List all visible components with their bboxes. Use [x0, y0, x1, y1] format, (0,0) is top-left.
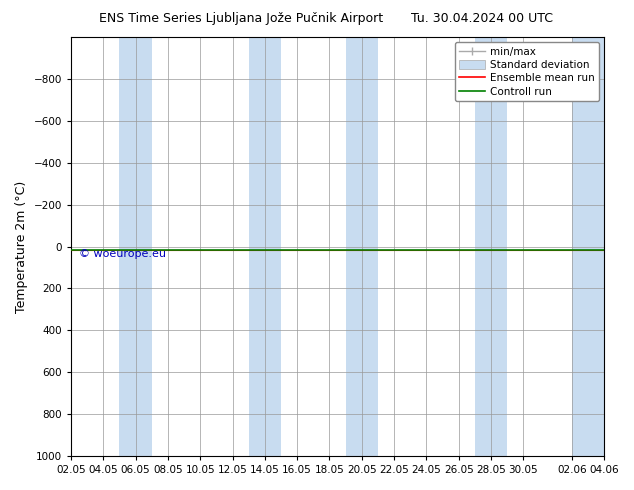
Y-axis label: Temperature 2m (°C): Temperature 2m (°C): [15, 180, 28, 313]
Bar: [346, 37, 378, 456]
Legend: min/max, Standard deviation, Ensemble mean run, Controll run: min/max, Standard deviation, Ensemble me…: [455, 42, 599, 101]
Bar: [119, 37, 152, 456]
Text: ENS Time Series Ljubljana Jože Pučnik Airport: ENS Time Series Ljubljana Jože Pučnik Ai…: [99, 12, 383, 25]
Text: Tu. 30.04.2024 00 UTC: Tu. 30.04.2024 00 UTC: [411, 12, 553, 25]
Bar: [249, 37, 281, 456]
Text: © woeurope.eu: © woeurope.eu: [79, 248, 166, 259]
Bar: [572, 37, 604, 456]
Bar: [475, 37, 507, 456]
